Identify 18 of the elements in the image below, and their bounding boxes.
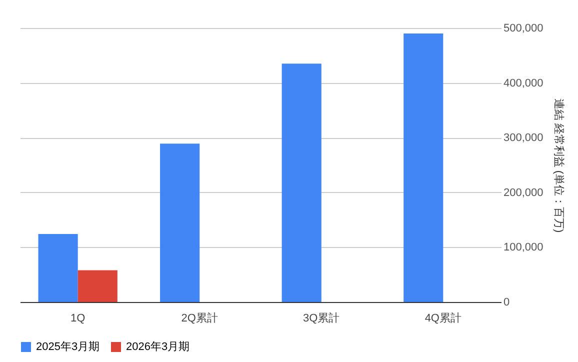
bar — [38, 234, 78, 302]
legend-label: 2025年3月期 — [36, 341, 100, 353]
x-tick-label: 1Q — [70, 312, 86, 324]
x-tick-label: 3Q累計 — [303, 312, 340, 324]
y-tick-label: 100,000 — [504, 242, 544, 254]
y-tick-label: 200,000 — [504, 186, 544, 199]
y-axis-title: 連結 経常利益 (単位：百万) — [552, 98, 566, 233]
y-tick-label: 400,000 — [504, 77, 544, 90]
y-tick-label: 0 — [504, 296, 510, 308]
x-tick-label: 2Q累計 — [181, 312, 218, 324]
bar — [282, 64, 322, 302]
bar — [404, 33, 444, 302]
bar — [78, 270, 118, 302]
x-tick-label: 4Q累計 — [424, 312, 462, 324]
bar — [160, 144, 200, 302]
y-tick-label: 500,000 — [504, 22, 544, 34]
y-tick-label: 300,000 — [504, 132, 544, 144]
legend-label: 2026年3月期 — [126, 341, 190, 353]
